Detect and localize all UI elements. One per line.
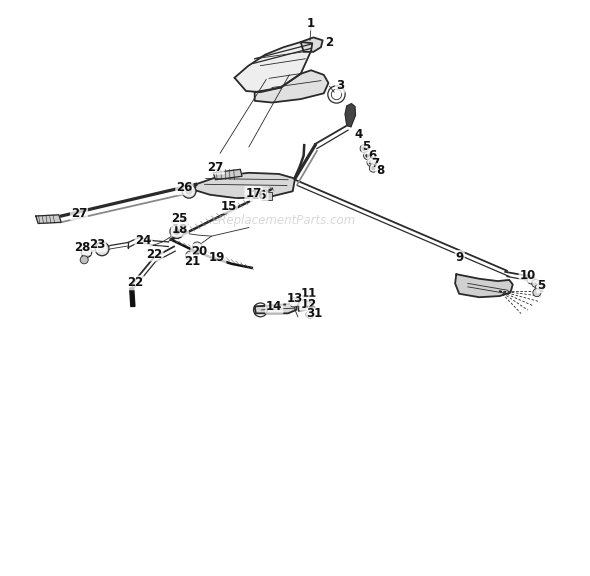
Polygon shape — [213, 169, 242, 180]
Text: 21: 21 — [184, 255, 201, 268]
Circle shape — [306, 310, 314, 319]
Text: 11: 11 — [301, 287, 317, 300]
Circle shape — [80, 256, 88, 264]
Circle shape — [532, 279, 540, 287]
Polygon shape — [345, 104, 356, 127]
Text: 19: 19 — [209, 251, 225, 264]
Text: 25: 25 — [171, 213, 188, 225]
Circle shape — [170, 225, 184, 238]
Text: 1: 1 — [307, 17, 315, 29]
Polygon shape — [298, 301, 313, 311]
Circle shape — [362, 147, 366, 150]
Circle shape — [372, 166, 375, 170]
Polygon shape — [195, 173, 295, 198]
Text: 3: 3 — [336, 79, 344, 92]
Text: 7: 7 — [372, 157, 380, 170]
Circle shape — [289, 298, 299, 307]
Text: 17: 17 — [245, 187, 261, 200]
Circle shape — [527, 276, 535, 284]
Text: 10: 10 — [520, 269, 536, 282]
Text: 2: 2 — [326, 36, 333, 48]
Text: 14: 14 — [266, 300, 283, 313]
Text: 12: 12 — [301, 298, 317, 310]
Circle shape — [174, 229, 180, 234]
Polygon shape — [255, 70, 329, 103]
Text: 26: 26 — [176, 181, 192, 194]
Circle shape — [186, 251, 195, 260]
Text: 13: 13 — [287, 292, 303, 305]
Text: 6: 6 — [368, 149, 376, 162]
Text: 22: 22 — [146, 248, 163, 260]
Circle shape — [192, 242, 202, 251]
Circle shape — [369, 164, 378, 172]
Circle shape — [535, 284, 543, 292]
Circle shape — [366, 154, 369, 157]
Circle shape — [81, 247, 91, 257]
Text: 4: 4 — [354, 128, 362, 141]
Circle shape — [360, 145, 368, 153]
Circle shape — [95, 242, 109, 256]
Bar — [260, 192, 272, 200]
Text: 27: 27 — [71, 207, 87, 219]
Circle shape — [369, 161, 373, 164]
Polygon shape — [455, 274, 513, 297]
Text: 15: 15 — [221, 200, 237, 213]
Polygon shape — [172, 219, 188, 228]
Polygon shape — [301, 37, 323, 52]
Text: 28: 28 — [74, 241, 90, 254]
Text: 16: 16 — [251, 190, 267, 202]
Circle shape — [182, 184, 196, 198]
Text: 5: 5 — [362, 141, 371, 153]
Circle shape — [367, 158, 375, 166]
Text: 22: 22 — [127, 276, 143, 289]
Circle shape — [363, 151, 372, 160]
Polygon shape — [36, 215, 61, 223]
Circle shape — [533, 289, 541, 297]
Polygon shape — [255, 300, 298, 313]
Text: 5: 5 — [537, 279, 546, 292]
Circle shape — [186, 188, 192, 194]
Text: 24: 24 — [135, 234, 152, 247]
Text: 18: 18 — [172, 223, 188, 236]
Text: eReplacementParts.com: eReplacementParts.com — [211, 214, 356, 226]
Text: 23: 23 — [89, 238, 106, 251]
Bar — [255, 189, 266, 197]
Polygon shape — [234, 42, 312, 92]
Text: 8: 8 — [376, 164, 384, 177]
Polygon shape — [301, 296, 312, 302]
Text: 9: 9 — [455, 251, 464, 264]
Text: 27: 27 — [208, 161, 224, 173]
Text: 20: 20 — [191, 245, 208, 257]
Polygon shape — [130, 288, 135, 306]
Text: 31: 31 — [306, 308, 323, 320]
